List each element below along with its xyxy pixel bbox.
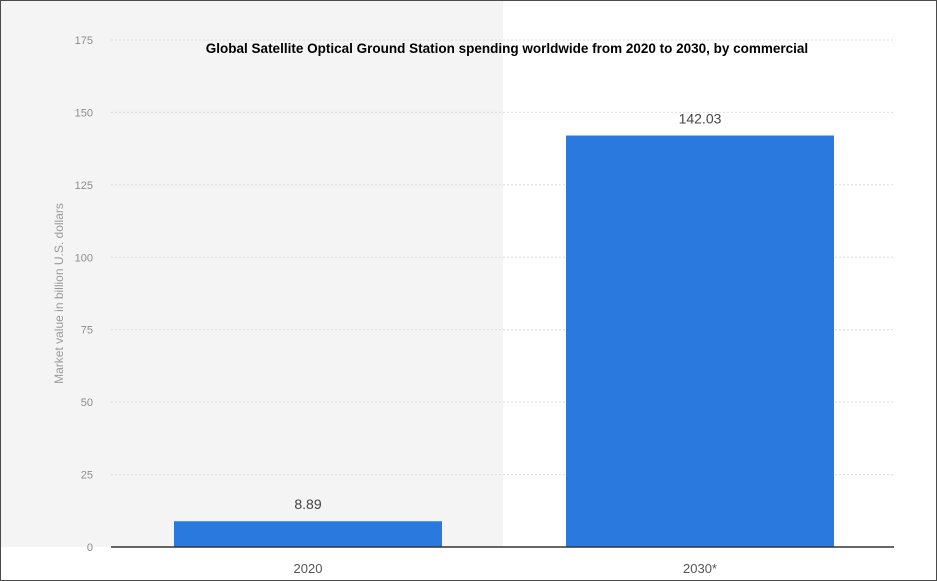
y-tick-label: 0 [87,542,93,554]
y-tick-label: 100 [75,252,93,264]
data-label: 142.03 [679,111,722,127]
y-axis-ticks: 0 25 50 75 100 125 150 175 [75,35,93,554]
y-tick-label: 125 [75,180,93,192]
chart-title: Global Satellite Optical Ground Station … [206,41,808,56]
y-tick-label: 25 [81,470,93,482]
bars: 8.89 2020 142.03 2030* [174,111,834,576]
bar-1 [566,135,834,547]
category-band-2020 [1,1,503,547]
y-axis-title: Market value in billion U.S. dollars [52,203,66,384]
y-tick-label: 75 [81,325,93,337]
y-tick-label: 175 [75,35,93,47]
x-tick-label: 2020 [294,561,323,576]
x-tick-label: 2030* [683,561,717,576]
data-label: 8.89 [294,496,321,512]
y-tick-label: 150 [75,107,93,119]
y-tick-label: 50 [81,397,93,409]
bar-0 [174,521,442,547]
